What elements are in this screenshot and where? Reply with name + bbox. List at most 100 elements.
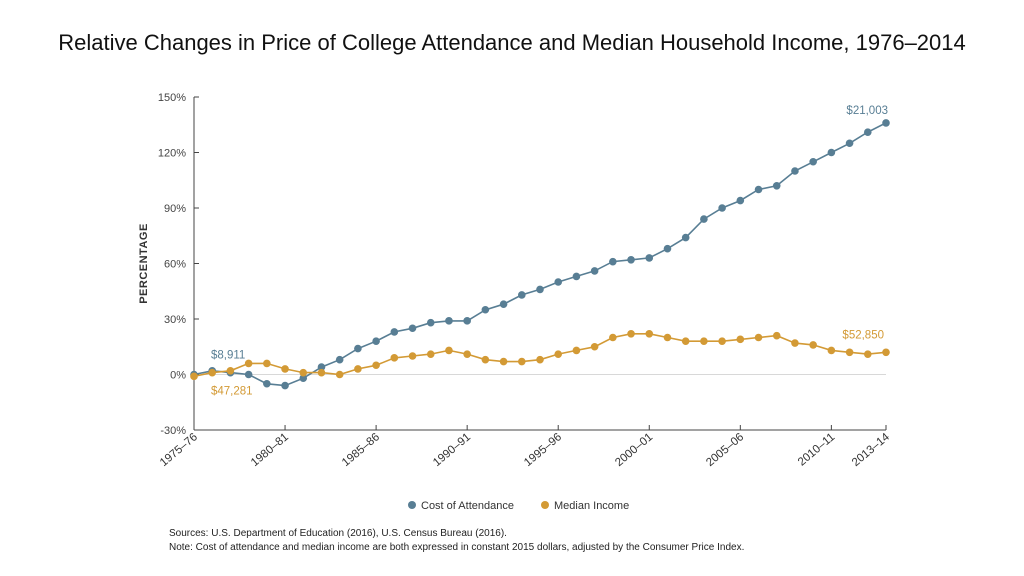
- y-tick-label: 30%: [164, 314, 186, 326]
- cost-data-point: [791, 167, 799, 175]
- cost-start-label: $8,911: [211, 350, 245, 362]
- cost-data-point: [882, 119, 890, 127]
- income-data-point: [700, 337, 708, 346]
- y-tick-label: 0%: [170, 370, 186, 382]
- income-data-point: [754, 333, 763, 342]
- income-data-point: [317, 368, 326, 377]
- cost-data-point: [645, 254, 654, 262]
- cost-data-point: [517, 291, 526, 299]
- cost-data-point: [263, 379, 271, 388]
- cost-data-point: [463, 317, 471, 325]
- x-tick-label: 1995–96: [522, 431, 564, 469]
- x-tick-label: 1985–86: [340, 431, 382, 469]
- y-axis-title: PERCENTAGE: [138, 223, 150, 304]
- cost-data-point: [244, 370, 253, 379]
- y-tick-label: 150%: [158, 92, 186, 104]
- income-data-point: [536, 355, 544, 364]
- y-tick-label: 90%: [164, 203, 186, 215]
- cost-data-point: [445, 317, 453, 325]
- income-data-point: [772, 331, 781, 340]
- income-data-point: [718, 337, 726, 346]
- income-data-point: [645, 330, 654, 338]
- income-data-point: [335, 370, 344, 379]
- cost-data-point: [408, 324, 417, 333]
- income-data-point: [281, 365, 289, 373]
- income-data-point: [299, 368, 308, 377]
- income-data-point: [517, 357, 526, 366]
- income-data-point: [572, 346, 581, 355]
- cost-data-point: [754, 185, 763, 194]
- cost-data-point: [809, 157, 817, 166]
- income-data-point: [426, 350, 435, 358]
- income-data-point: [463, 350, 471, 358]
- income-data-point: [663, 333, 672, 342]
- slide-title: Relative Changes in Price of College Att…: [58, 30, 966, 55]
- income-data-point: [590, 342, 599, 351]
- income-data-point: [408, 352, 417, 360]
- income-data-point: [863, 350, 872, 358]
- cost-end-label: $21,003: [846, 105, 888, 117]
- legend-marker-cost: [408, 501, 416, 509]
- income-data-point: [554, 350, 563, 358]
- income-series-line: [193, 332, 887, 378]
- cost-data-point: [299, 374, 308, 383]
- sources-note: Sources: U.S. Department of Education (2…: [169, 528, 507, 539]
- legend-label-cost: Cost of Attendance: [421, 500, 514, 512]
- cost-data-point: [663, 244, 672, 253]
- cost-data-point: [426, 318, 435, 327]
- x-tick-label: 1990–91: [431, 431, 473, 469]
- cost-data-point: [317, 363, 326, 371]
- income-data-point: [208, 368, 217, 377]
- cost-data-point: [499, 300, 508, 309]
- income-data-point: [827, 346, 836, 355]
- income-data-point: [226, 367, 235, 375]
- income-data-point: [354, 365, 362, 373]
- cost-data-point: [845, 139, 854, 148]
- x-tick-label: 2005–06: [704, 431, 746, 469]
- income-data-point: [845, 348, 854, 357]
- income-data-point: [627, 330, 635, 338]
- methodology-note: Note: Cost of attendance and median inco…: [169, 542, 745, 553]
- y-tick-label: -30%: [160, 425, 186, 437]
- y-tick-label: 60%: [164, 259, 186, 271]
- income-data-point: [681, 337, 690, 346]
- income-data-point: [809, 341, 817, 349]
- income-data-point: [499, 357, 508, 366]
- cost-data-point: [609, 257, 617, 266]
- cost-data-point: [863, 128, 872, 136]
- cost-data-point: [390, 328, 399, 336]
- cost-data-point: [718, 204, 726, 212]
- cost-series-line: [193, 122, 887, 387]
- footer: Sources: U.S. Department of Education (2…: [169, 527, 744, 555]
- income-data-point: [609, 333, 617, 342]
- income-data-point: [791, 339, 799, 347]
- cost-data-point: [536, 285, 544, 294]
- income-end-label: $52,850: [842, 329, 884, 341]
- income-data-point: [445, 346, 453, 355]
- cost-data-point: [627, 255, 635, 264]
- cost-data-point: [281, 381, 289, 390]
- legend-label-income: Median Income: [554, 500, 629, 512]
- cost-data-point: [572, 272, 581, 281]
- cost-data-point: [700, 215, 708, 223]
- income-data-point: [190, 372, 198, 381]
- income-data-point: [244, 359, 253, 368]
- cost-data-point: [335, 355, 344, 364]
- cost-data-point: [554, 278, 563, 286]
- x-tick-label: 2000–01: [613, 431, 655, 469]
- y-tick-label: 120%: [158, 148, 186, 160]
- income-data-point: [263, 359, 271, 368]
- income-data-point: [372, 361, 380, 370]
- x-tick-label: 2013–14: [850, 431, 892, 469]
- cost-data-point: [481, 305, 490, 314]
- income-data-point: [390, 354, 399, 362]
- cost-data-point: [681, 233, 690, 242]
- cost-data-point: [736, 196, 745, 205]
- cost-data-point: [772, 182, 781, 190]
- income-start-label: $47,281: [211, 385, 253, 397]
- x-tick-label: 2010–11: [796, 431, 837, 468]
- x-tick-label: 1980–81: [249, 431, 291, 469]
- income-data-point: [882, 348, 890, 357]
- cost-data-point: [372, 337, 380, 346]
